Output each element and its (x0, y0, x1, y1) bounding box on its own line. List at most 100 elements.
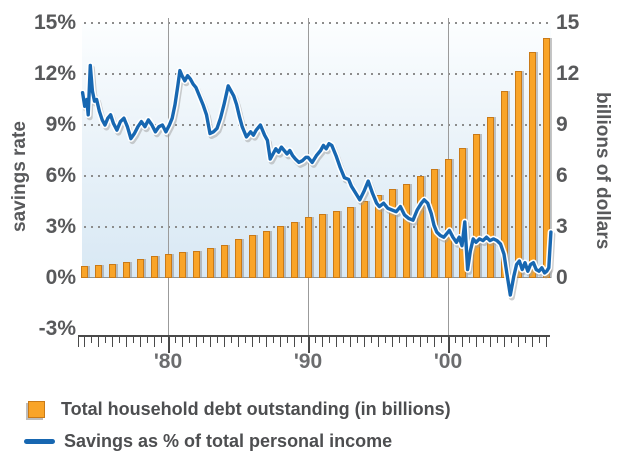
year-tick (294, 337, 295, 347)
half-year-tick (147, 337, 148, 343)
debt-bar (277, 226, 284, 278)
debt-bar (347, 206, 354, 278)
year-tick (154, 337, 155, 347)
half-year-tick (371, 337, 372, 343)
debt-bar (473, 134, 480, 278)
half-year-tick (329, 337, 330, 343)
year-tick (392, 337, 393, 347)
plot-background (82, 23, 551, 278)
half-year-tick (189, 337, 190, 343)
year-tick (322, 337, 323, 347)
half-year-tick (245, 337, 246, 343)
year-tick (476, 337, 477, 347)
year-tick (266, 337, 267, 347)
x-axis-tick-label: '00 (433, 350, 463, 373)
year-tick (378, 337, 379, 347)
half-year-tick (399, 337, 400, 343)
year-tick (532, 337, 533, 347)
vertical-gridline (308, 18, 309, 336)
debt-bar (207, 248, 214, 278)
legend-item-debt: Total household debt outstanding (in bil… (24, 396, 451, 422)
debt-bar (151, 256, 158, 278)
dotted-gridline (84, 175, 551, 177)
year-tick (490, 337, 491, 347)
half-year-tick (273, 337, 274, 343)
half-year-tick (357, 337, 358, 343)
half-year-tick (175, 337, 176, 343)
year-tick (224, 337, 225, 347)
debt-bar (529, 51, 536, 278)
half-year-tick (301, 337, 302, 343)
half-year-tick (105, 337, 106, 343)
debt-bar (305, 216, 312, 278)
half-year-tick (259, 337, 260, 343)
debt-bar (193, 251, 200, 278)
legend-label-debt: Total household debt outstanding (in bil… (61, 398, 451, 419)
decade-tick (448, 337, 450, 353)
year-tick (336, 337, 337, 347)
debt-bar (263, 231, 270, 278)
half-year-tick (469, 337, 470, 343)
bar-swatch-icon (28, 400, 45, 418)
half-year-tick (119, 337, 120, 343)
year-tick (126, 337, 127, 347)
half-year-tick (133, 337, 134, 343)
year-tick (462, 337, 463, 347)
year-tick (504, 337, 505, 347)
left-axis-tick-label: -3% (38, 317, 76, 340)
left-axis-tick-label: 0% (45, 266, 76, 289)
dotted-gridline (84, 226, 551, 228)
year-tick (182, 337, 183, 347)
year-tick (434, 337, 435, 347)
vertical-gridline (168, 18, 169, 336)
half-year-tick (91, 337, 92, 343)
year-tick (406, 337, 407, 347)
half-year-tick (231, 337, 232, 343)
year-tick (238, 337, 239, 347)
axis-endcap-tick (78, 337, 79, 347)
left-axis-title: savings rate (9, 121, 30, 232)
year-tick (112, 337, 113, 347)
year-tick (546, 337, 547, 347)
legend: Total household debt outstanding (in bil… (24, 396, 451, 460)
half-year-tick (525, 337, 526, 343)
dotted-gridline (84, 124, 551, 126)
half-year-tick (217, 337, 218, 343)
half-year-tick (455, 337, 456, 343)
year-tick (280, 337, 281, 347)
x-axis-tick-label: '90 (293, 350, 323, 373)
legend-item-savings: Savings as % of total personal income (24, 428, 451, 454)
year-tick (350, 337, 351, 347)
left-axis-tick-label: 15% (33, 11, 76, 34)
year-tick (140, 337, 141, 347)
left-axis-tick-label: 6% (45, 164, 76, 187)
half-year-tick (511, 337, 512, 343)
half-year-tick (385, 337, 386, 343)
right-axis-tick-label: 3 (556, 215, 568, 238)
debt-bar (431, 169, 438, 278)
debt-bar (249, 234, 256, 278)
left-axis-tick-label: 12% (33, 62, 76, 85)
year-tick (252, 337, 253, 347)
debt-bar (459, 147, 466, 278)
year-tick (518, 337, 519, 347)
debt-bar (109, 263, 116, 278)
left-axis-tick-label: 3% (45, 215, 76, 238)
debt-bar (487, 116, 494, 278)
debt-bar (333, 210, 340, 278)
decade-tick (308, 337, 310, 353)
dotted-gridline (84, 22, 551, 24)
half-year-tick (441, 337, 442, 343)
year-tick (210, 337, 211, 347)
right-axis-tick-label: 0 (556, 266, 568, 289)
debt-bar (81, 266, 88, 278)
year-tick (98, 337, 99, 347)
half-year-tick (203, 337, 204, 343)
debt-bar (291, 221, 298, 278)
right-axis-tick-label: 6 (556, 164, 568, 187)
x-axis-tick-label: '80 (153, 350, 183, 373)
year-tick (84, 337, 85, 347)
debt-bar (319, 213, 326, 278)
half-year-tick (539, 337, 540, 343)
debt-bar (137, 259, 144, 278)
